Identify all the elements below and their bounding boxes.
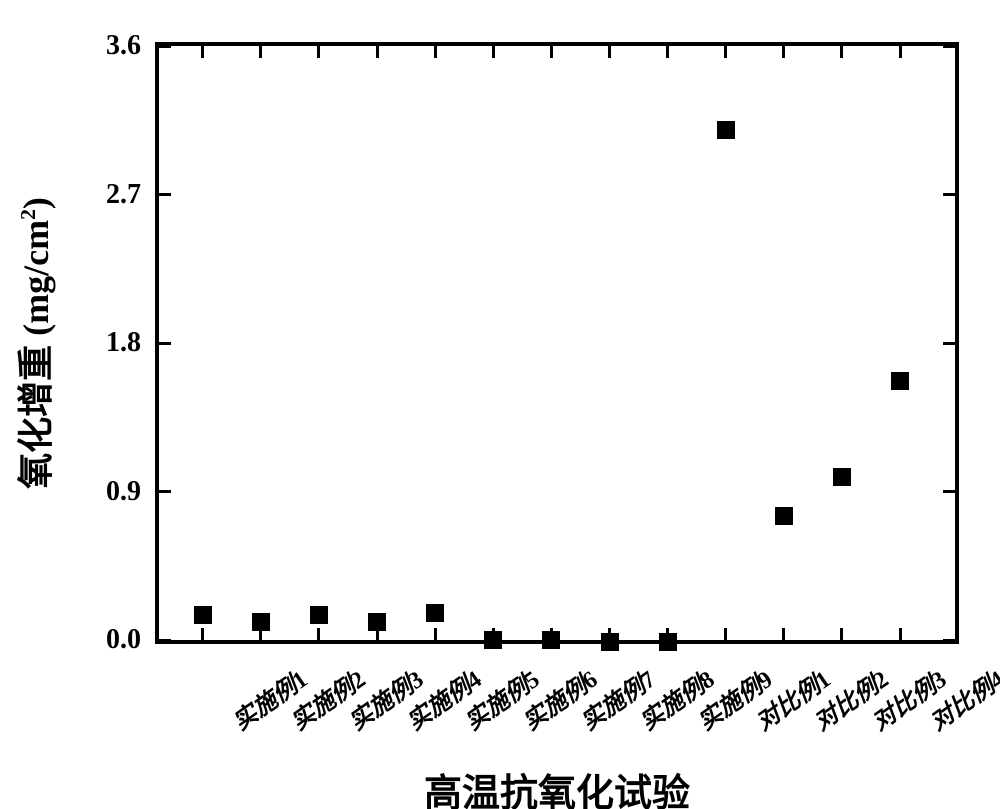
y-tick (159, 193, 171, 196)
data-marker (891, 372, 909, 390)
data-marker (833, 468, 851, 486)
x-tick (724, 628, 727, 640)
data-marker (426, 604, 444, 622)
x-tick (899, 628, 902, 640)
y-tick-label: 3.6 (71, 30, 141, 62)
data-marker (252, 613, 270, 631)
x-tick (434, 46, 437, 58)
x-tick (492, 46, 495, 58)
x-tick (840, 628, 843, 640)
x-tick (899, 46, 902, 58)
data-marker (717, 121, 735, 139)
y-tick-label: 1.8 (71, 327, 141, 359)
y-axis-title-unit: (mg/cm2) (16, 197, 56, 336)
y-tick (943, 490, 955, 493)
y-tick (943, 342, 955, 345)
data-marker (310, 606, 328, 624)
y-tick (943, 639, 955, 642)
x-tick (782, 46, 785, 58)
x-tick (782, 628, 785, 640)
y-tick (159, 342, 171, 345)
chart-figure: 氧化增重 (mg/cm2) 高温抗氧化试验 0.00.91.82.73.6实施例… (0, 0, 1000, 809)
y-tick-label: 0.0 (71, 624, 141, 656)
y-axis-title: 氧化增重 (mg/cm2) (7, 197, 59, 489)
x-tick (317, 628, 320, 640)
data-marker (368, 613, 386, 631)
x-tick (317, 46, 320, 58)
y-tick-label: 0.9 (71, 476, 141, 508)
y-tick (159, 45, 171, 48)
x-tick (376, 46, 379, 58)
y-tick-label: 2.7 (71, 179, 141, 211)
y-tick (159, 639, 171, 642)
x-tick (608, 46, 611, 58)
x-tick (840, 46, 843, 58)
data-marker (542, 631, 560, 649)
y-tick (943, 193, 955, 196)
x-tick (434, 628, 437, 640)
data-marker (775, 507, 793, 525)
y-tick (159, 490, 171, 493)
x-tick (666, 46, 669, 58)
y-tick (943, 45, 955, 48)
x-tick (201, 46, 204, 58)
data-marker (659, 633, 677, 651)
plot-area (155, 42, 959, 644)
x-tick (550, 46, 553, 58)
x-tick (259, 46, 262, 58)
x-tick (724, 46, 727, 58)
y-axis-title-cn: 氧化增重 (16, 336, 56, 489)
data-marker (484, 631, 502, 649)
data-marker (194, 606, 212, 624)
x-axis-title: 高温抗氧化试验 (424, 762, 690, 809)
x-tick (201, 628, 204, 640)
data-marker (601, 633, 619, 651)
